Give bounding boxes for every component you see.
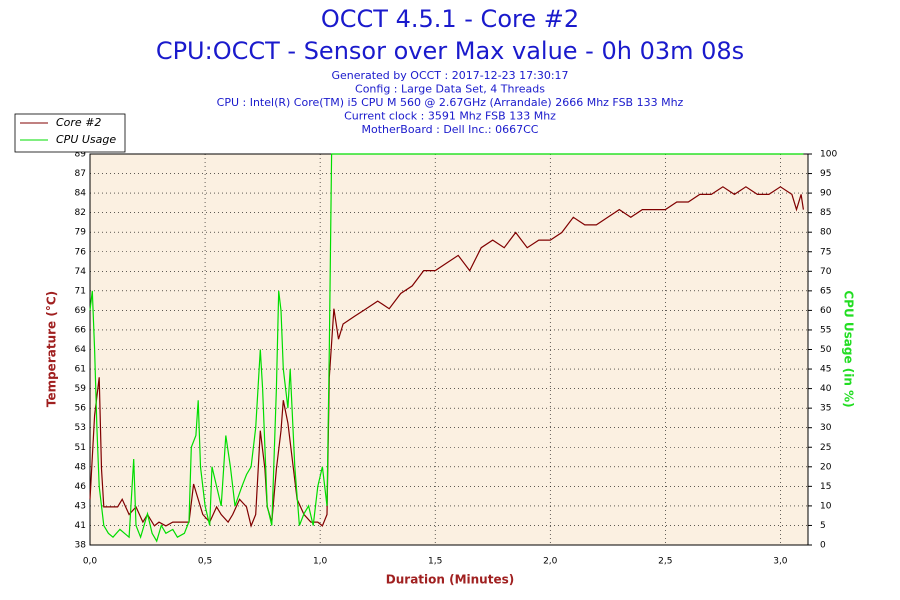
x-tick-label: 1,0 (313, 557, 328, 567)
y2-tick-label: 40 (820, 384, 832, 394)
x-axis-label: Duration (Minutes) (386, 573, 514, 587)
series-line (89, 153, 804, 543)
y2-tick-label: 55 (820, 325, 831, 335)
y-tick-label: 48 (75, 462, 87, 472)
info-line: Generated by OCCT : 2017-12-23 17:30:17 (331, 69, 568, 82)
y2-tick-label: 75 (820, 247, 831, 257)
y2-tick-label: 30 (820, 423, 832, 433)
y-tick-label: 46 (75, 482, 87, 492)
y2-tick-label: 25 (820, 443, 831, 453)
y-tick-label: 56 (75, 404, 87, 414)
y-tick-label: 41 (75, 521, 86, 531)
x-tick-label: 2,0 (543, 557, 558, 567)
y2-tick-label: 90 (820, 189, 832, 199)
x-tick-label: 2,5 (658, 557, 672, 567)
y2-tick-label: 10 (820, 501, 832, 511)
y2-tick-label: 0 (820, 541, 826, 551)
y-tick-label: 66 (75, 325, 87, 335)
y-tick-label: 43 (75, 501, 86, 511)
legend-label: Core #2 (56, 116, 101, 129)
y2-tick-label: 80 (820, 228, 832, 238)
y-axis-label: Temperature (°C) (45, 291, 59, 407)
y-tick-label: 71 (75, 286, 86, 296)
y-tick-label: 84 (75, 189, 87, 199)
y2-tick-label: 35 (820, 404, 831, 414)
legend-box (14, 113, 126, 153)
x-tick-label: 0,0 (83, 557, 98, 567)
info-line: Config : Large Data Set, 4 Threads (355, 83, 545, 96)
info-line: MotherBoard : Dell Inc.: 0667CC (362, 123, 539, 136)
x-tick-label: 0,5 (198, 557, 212, 567)
y-tick-label: 59 (75, 384, 87, 394)
y-tick-label: 82 (75, 208, 86, 218)
y-tick-label: 51 (75, 443, 86, 453)
y2-tick-label: 65 (820, 286, 831, 296)
y-tick-label: 76 (75, 247, 87, 257)
y-tick-label: 38 (75, 541, 87, 551)
y2-tick-label: 20 (820, 462, 832, 472)
y-tick-label: 64 (75, 345, 87, 355)
chart-subtitle: CPU:OCCT - Sensor over Max value - 0h 03… (156, 37, 744, 65)
x-tick-label: 1,5 (428, 557, 442, 567)
y2-tick-label: 5 (820, 521, 826, 531)
y-tick-label: 79 (75, 228, 87, 238)
y2-tick-label: 100 (820, 150, 837, 160)
y-tick-label: 89 (75, 150, 87, 160)
y-tick-label: 53 (75, 423, 86, 433)
legend-label: CPU Usage (56, 133, 116, 146)
x-tick-label: 3,0 (773, 557, 788, 567)
info-line: CPU : Intel(R) Core(TM) i5 CPU M 560 @ 2… (217, 96, 684, 109)
y2-tick-label: 70 (820, 267, 832, 277)
chart-title: OCCT 4.5.1 - Core #2 (321, 5, 579, 33)
y2-axis-label: CPU Usage (in %) (842, 290, 856, 407)
y2-tick-label: 15 (820, 482, 831, 492)
y2-tick-label: 60 (820, 306, 832, 316)
y-tick-label: 69 (75, 306, 87, 316)
y-tick-label: 87 (75, 169, 86, 179)
y-tick-label: 61 (75, 365, 86, 375)
y-tick-label: 74 (75, 267, 87, 277)
y2-tick-label: 95 (820, 169, 831, 179)
y2-tick-label: 85 (820, 208, 831, 218)
y2-tick-label: 45 (820, 365, 831, 375)
info-line: Current clock : 3591 Mhz FSB 133 Mhz (344, 110, 556, 123)
plot-area (90, 154, 808, 545)
y2-tick-label: 50 (820, 345, 832, 355)
